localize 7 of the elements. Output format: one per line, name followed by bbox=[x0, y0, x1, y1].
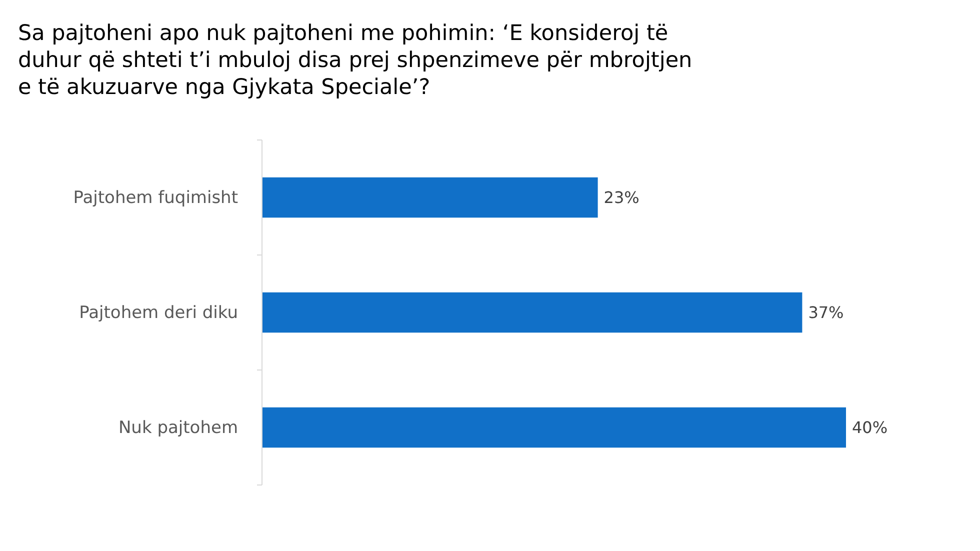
data-label: 37% bbox=[808, 303, 844, 322]
chart-title: Sa pajtoheni apo nuk pajtoheni me pohimin: ‘E konsideroj të duhur që shteti t’i mbuloj disa prej shpenzimeve për mbrojtjen e të akuzuarve nga Gjykata Speciale’? bbox=[18, 21, 692, 100]
y-tick-label: Pajtohem fuqimisht bbox=[73, 188, 238, 208]
y-tick-label: Pajtohem deri diku bbox=[79, 302, 238, 323]
data-label: 23% bbox=[604, 188, 640, 208]
y-tick-label: Nuk pajtohem bbox=[118, 418, 238, 438]
data-label: 40% bbox=[852, 418, 888, 438]
